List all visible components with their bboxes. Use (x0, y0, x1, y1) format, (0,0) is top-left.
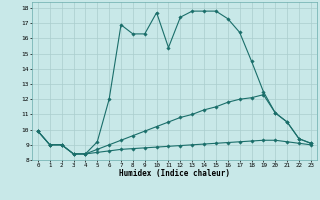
X-axis label: Humidex (Indice chaleur): Humidex (Indice chaleur) (119, 169, 230, 178)
